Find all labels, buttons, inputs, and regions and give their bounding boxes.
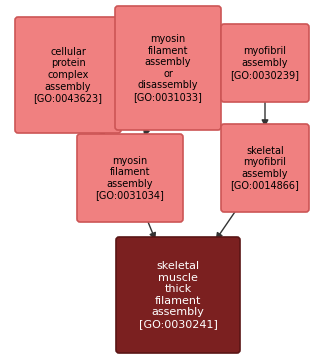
Text: skeletal
muscle
thick
filament
assembly
[GO:0030241]: skeletal muscle thick filament assembly …: [139, 261, 217, 329]
FancyBboxPatch shape: [116, 237, 240, 353]
Text: myofibril
assembly
[GO:0030239]: myofibril assembly [GO:0030239]: [230, 46, 299, 80]
FancyBboxPatch shape: [221, 124, 309, 212]
FancyBboxPatch shape: [115, 6, 221, 130]
Text: myosin
filament
assembly
[GO:0031034]: myosin filament assembly [GO:0031034]: [95, 156, 165, 200]
Text: myosin
filament
assembly
or
disassembly
[GO:0031033]: myosin filament assembly or disassembly …: [133, 34, 202, 102]
FancyBboxPatch shape: [221, 24, 309, 102]
FancyBboxPatch shape: [15, 17, 121, 133]
Text: skeletal
myofibril
assembly
[GO:0014866]: skeletal myofibril assembly [GO:0014866]: [230, 146, 299, 190]
Text: cellular
protein
complex
assembly
[GO:0043623]: cellular protein complex assembly [GO:00…: [34, 47, 103, 103]
FancyBboxPatch shape: [77, 134, 183, 222]
